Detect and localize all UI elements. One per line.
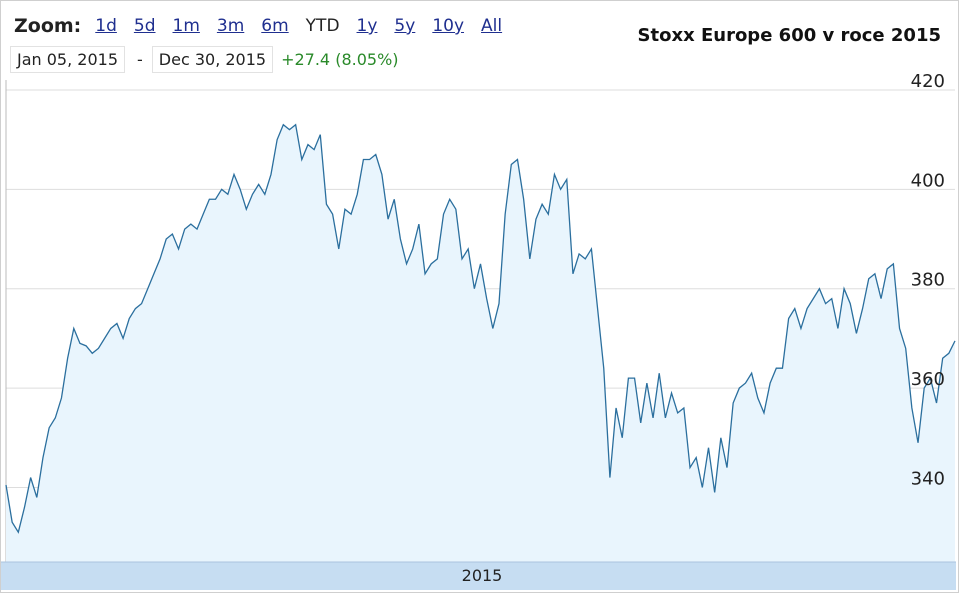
zoom-option-ytd[interactable]: YTD — [305, 16, 340, 36]
zoom-option-6m[interactable]: 6m — [261, 16, 289, 36]
end-date-input[interactable]: Dec 30, 2015 — [151, 45, 274, 73]
navigator-bar[interactable] — [1, 562, 956, 590]
price-area — [6, 124, 955, 562]
y-axis-ticks: 340 360 380 400 420 — [911, 71, 945, 490]
zoom-option-1d[interactable]: 1d — [95, 16, 117, 36]
zoom-selector: Zoom: 1d 5d 1m 3m 6m YTD 1y 5y 10y All — [14, 13, 519, 39]
y-tick-340: 340 — [911, 468, 945, 489]
date-range: Jan 05, 2015 - Dec 30, 2015 +27.4 (8.05%… — [10, 45, 399, 73]
zoom-option-all[interactable]: All — [481, 16, 503, 36]
y-tick-420: 420 — [911, 71, 945, 92]
price-line[interactable] — [5, 123, 956, 534]
change-readout: +27.4 (8.05%) — [281, 49, 399, 69]
y-tick-360: 360 — [911, 369, 945, 390]
zoom-option-5y[interactable]: 5y — [394, 16, 416, 36]
zoom-option-1m[interactable]: 1m — [172, 16, 200, 36]
chart-title: Stoxx Europe 600 v roce 2015 — [637, 25, 941, 46]
zoom-option-5d[interactable]: 5d — [133, 16, 156, 36]
x-axis-label: 2015 — [462, 566, 503, 585]
zoom-option-3m[interactable]: 3m — [216, 16, 245, 36]
date-separator: - — [137, 49, 143, 69]
zoom-option-1y[interactable]: 1y — [356, 16, 378, 36]
zoom-label: Zoom: — [14, 15, 82, 37]
start-date-input[interactable]: Jan 05, 2015 — [10, 45, 125, 73]
y-tick-380: 380 — [911, 270, 945, 291]
zoom-option-10y[interactable]: 10y — [432, 16, 465, 36]
y-tick-400: 400 — [911, 170, 945, 191]
